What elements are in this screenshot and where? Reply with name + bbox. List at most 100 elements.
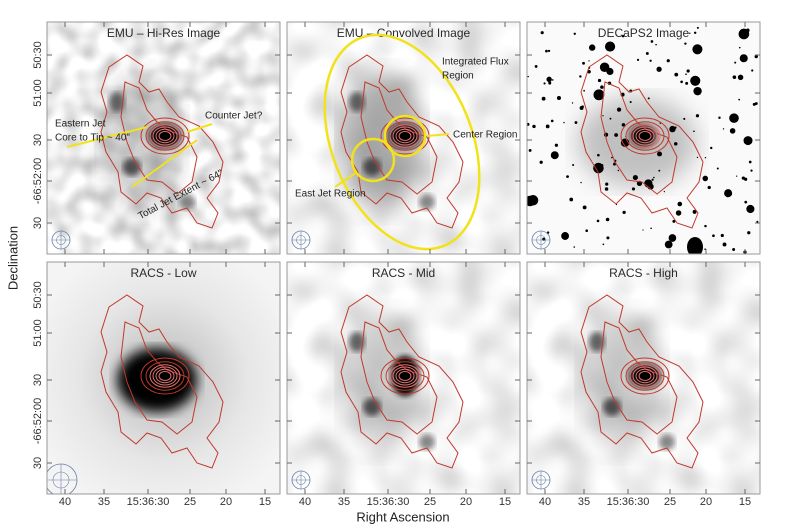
contours <box>580 54 704 229</box>
star <box>602 115 604 117</box>
contour-ring <box>632 366 658 386</box>
contour-ring <box>385 361 425 391</box>
star <box>674 72 679 77</box>
contour-ring <box>158 131 172 141</box>
star <box>649 59 652 62</box>
emission <box>149 124 181 148</box>
pointer <box>334 171 358 188</box>
contour-ring <box>620 357 670 395</box>
star <box>605 182 609 186</box>
star <box>546 231 550 234</box>
emission <box>363 158 381 176</box>
contour-ring <box>155 368 175 384</box>
panel-frame <box>526 261 761 495</box>
x-tick-label: 25 <box>424 496 436 508</box>
star <box>528 148 532 152</box>
star <box>675 210 682 216</box>
star <box>611 156 613 159</box>
star <box>740 75 743 78</box>
contour-ring <box>380 357 430 395</box>
annotation: Region <box>442 71 474 82</box>
y-tick-label: 30 <box>32 457 44 469</box>
star <box>593 89 605 101</box>
annotation: Integrated Flux <box>442 57 509 68</box>
star <box>573 246 576 248</box>
star <box>684 42 687 45</box>
star <box>744 177 748 181</box>
beam <box>531 470 551 490</box>
x-tick-label: 15 <box>259 496 271 508</box>
contour-ring <box>620 117 670 155</box>
star <box>622 210 626 215</box>
contour-ring <box>635 368 655 384</box>
star <box>672 219 676 223</box>
star <box>666 59 670 63</box>
star <box>585 229 589 233</box>
y-tick-label: -66:52:00 <box>32 158 44 204</box>
panel-frame <box>286 261 521 495</box>
contour-ring <box>389 364 421 388</box>
star <box>687 237 703 254</box>
y-tick-label: -66:52:00 <box>32 398 44 444</box>
star <box>747 231 751 235</box>
star <box>616 107 622 112</box>
contour-ring <box>158 371 172 381</box>
panel-frame <box>286 21 521 255</box>
contours <box>100 294 224 469</box>
contour-ring <box>155 128 175 144</box>
star <box>707 185 711 190</box>
star <box>551 79 554 81</box>
star <box>739 54 748 63</box>
star <box>756 220 759 223</box>
star <box>546 76 552 83</box>
panel-content: RACS - Low <box>47 262 280 494</box>
star <box>547 49 551 53</box>
star <box>664 240 673 249</box>
x-tick-label: 20 <box>700 496 712 508</box>
panel-title: RACS - High <box>609 266 678 280</box>
contour-ring <box>395 368 415 384</box>
star <box>579 75 582 78</box>
emission <box>629 364 661 388</box>
jet-line <box>131 139 198 188</box>
star <box>556 96 561 101</box>
star <box>600 85 604 89</box>
star <box>693 130 695 133</box>
star <box>545 49 548 53</box>
star <box>566 175 569 179</box>
star <box>690 75 701 86</box>
emission <box>349 92 365 112</box>
y-tick-label: 51:00 <box>32 79 44 107</box>
star <box>645 52 649 55</box>
star <box>658 169 661 172</box>
emission <box>589 332 605 352</box>
star <box>680 80 683 84</box>
star <box>534 64 538 68</box>
star <box>702 175 709 182</box>
panel-title: EMU – Hi-Res Image <box>107 26 221 40</box>
x-tick-label: 40 <box>59 496 71 508</box>
star <box>722 128 725 130</box>
emission <box>109 92 125 112</box>
panel-frame <box>46 261 281 495</box>
star <box>729 113 739 123</box>
star <box>657 151 663 157</box>
x-tick-label: 15 <box>739 496 751 508</box>
panel-frame <box>46 21 281 255</box>
star <box>621 35 625 38</box>
star <box>574 121 578 124</box>
star <box>685 73 687 76</box>
emission <box>389 124 421 148</box>
y-tick-label: 51:00 <box>32 319 44 347</box>
contour-ring <box>629 124 661 148</box>
star <box>720 233 724 238</box>
star <box>695 114 700 118</box>
emission <box>179 194 195 210</box>
star <box>737 74 744 81</box>
y-tick-label: 30 <box>32 134 44 146</box>
east-jet-region <box>350 137 396 183</box>
star <box>606 67 614 76</box>
x-tick-label: 40 <box>299 496 311 508</box>
star <box>642 229 644 231</box>
star <box>588 44 596 51</box>
